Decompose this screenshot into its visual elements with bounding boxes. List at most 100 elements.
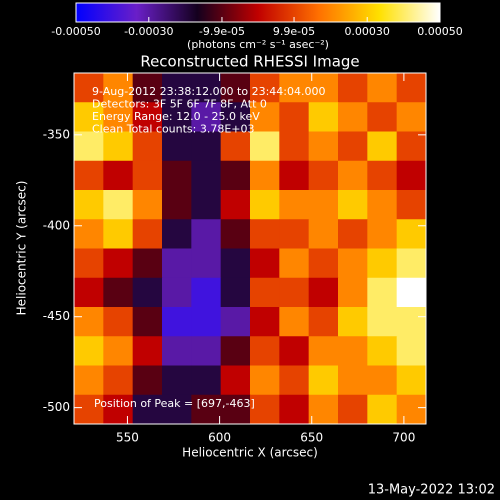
heatmap-cell: [338, 394, 368, 425]
heatmap-cell: [162, 307, 192, 337]
heatmap-cell: [338, 219, 368, 249]
heatmap-cell: [250, 190, 280, 220]
heatmap-cell: [103, 131, 134, 162]
heatmap-cell: [279, 73, 310, 103]
heatmap-cell: [103, 73, 134, 103]
x-tick-label: 550: [116, 431, 139, 445]
heatmap-cell: [367, 277, 398, 308]
heatmap-cell: [74, 131, 104, 162]
heatmap-cell: [162, 73, 192, 103]
heatmap-cell: [279, 102, 310, 132]
heatmap-cell: [367, 190, 398, 220]
heatmap-cell: [338, 160, 368, 191]
heatmap-cell: [338, 102, 368, 132]
heatmap-cell: [338, 336, 368, 366]
colorbar-tick-label: -9.9e-05: [199, 25, 245, 38]
heatmap-cell: [250, 219, 280, 249]
heatmap-cell: [103, 190, 134, 220]
heatmap-cell: [250, 277, 280, 308]
heatmap-cell: [308, 190, 339, 220]
heatmap-cell: [367, 394, 398, 425]
heatmap-cell: [308, 365, 339, 396]
heatmap-cell: [396, 131, 427, 162]
heatmap-cell: [308, 160, 339, 191]
colorbar-unit: (photons cm⁻² s⁻¹ asec⁻²): [187, 38, 329, 51]
heatmap-cell: [220, 131, 251, 162]
heatmap-cell: [220, 190, 251, 220]
heatmap-cell: [308, 277, 339, 308]
heatmap-cell: [396, 73, 427, 103]
heatmap-cell: [250, 307, 280, 337]
peak-label: Position of Peak = [697,-463]: [94, 397, 255, 410]
heatmap-cell: [103, 336, 134, 366]
heatmap-cell: [338, 365, 368, 396]
heatmap-cell: [279, 336, 310, 366]
heatmap-cell: [250, 102, 280, 132]
heatmap-cell: [103, 365, 134, 396]
heatmap-cell: [250, 248, 280, 279]
heatmap-cell: [132, 102, 163, 132]
y-tick-label: -500: [43, 400, 70, 414]
heatmap-cell: [191, 277, 222, 308]
heatmap-cell: [191, 73, 222, 103]
heatmap-cell: [308, 336, 339, 366]
heatmap-cell: [74, 102, 104, 132]
heatmap-cell: [74, 160, 104, 191]
heatmap-cell: [162, 365, 192, 396]
heatmap-cell: [367, 131, 398, 162]
heatmap-cell: [220, 307, 251, 337]
heatmap-cell: [396, 248, 427, 279]
heatmap-cell: [308, 131, 339, 162]
colorbar-tick-label: -0.00030: [124, 25, 173, 38]
heatmap-cell: [220, 277, 251, 308]
heatmap-cell: [396, 190, 427, 220]
heatmap-cell: [396, 277, 427, 308]
heatmap-cell: [132, 365, 163, 396]
heatmap-cell: [191, 394, 222, 425]
heatmap-cell: [162, 394, 192, 425]
heatmap-cell: [132, 307, 163, 337]
annotation: Clean Total counts: 3.78E+03: [92, 123, 255, 136]
heatmap-cell: [191, 365, 222, 396]
heatmap-cell: [279, 219, 310, 249]
heatmap-cell: [279, 365, 310, 396]
heatmap-cell: [308, 102, 339, 132]
heatmap-cell: [396, 365, 427, 396]
heatmap-cell: [279, 160, 310, 191]
heatmap-cell: [103, 160, 134, 191]
heatmap-cell: [191, 307, 222, 337]
heatmap-cell: [103, 219, 134, 249]
heatmap-cell: [74, 307, 104, 337]
colorbar-tick-label: 9.9e-05: [273, 25, 315, 38]
heatmap-cell: [162, 160, 192, 191]
heatmap-cell: [74, 219, 104, 249]
heatmap-cell: [220, 394, 251, 425]
heatmap-cell: [279, 248, 310, 279]
heatmap-cell: [338, 131, 368, 162]
annotation: 9-Aug-2012 23:38:12.000 to 23:44:04.000: [92, 85, 326, 98]
heatmap-cell: [396, 160, 427, 191]
colorbar-tick-label: -0.00050: [51, 25, 100, 38]
annotation: Energy Range: 12.0 - 25.0 keV: [92, 110, 260, 123]
heatmap-cell: [367, 102, 398, 132]
heatmap-cell: [103, 248, 134, 279]
heatmap-cell: [250, 365, 280, 396]
heatmap-cell: [103, 394, 134, 425]
heatmap-cell: [367, 365, 398, 396]
heatmap-cell: [279, 190, 310, 220]
heatmap-cell: [162, 190, 192, 220]
heatmap-cell: [74, 73, 104, 103]
colorbar: [75, 2, 441, 23]
heatmap-cell: [338, 73, 368, 103]
heatmap-cell: [308, 307, 339, 337]
heatmap-cell: [191, 102, 222, 132]
heatmap-cell: [396, 102, 427, 132]
heatmap-cell: [396, 219, 427, 249]
heatmap-cell: [74, 394, 104, 425]
heatmap-cell: [132, 277, 163, 308]
heatmap-cell: [250, 160, 280, 191]
heatmap-cell: [220, 219, 251, 249]
heatmap-cell: [103, 102, 134, 132]
heatmap-cell: [162, 131, 192, 162]
annotation: Detectors: 3F 5F 6F 7F 8F, Att 0: [92, 98, 267, 111]
